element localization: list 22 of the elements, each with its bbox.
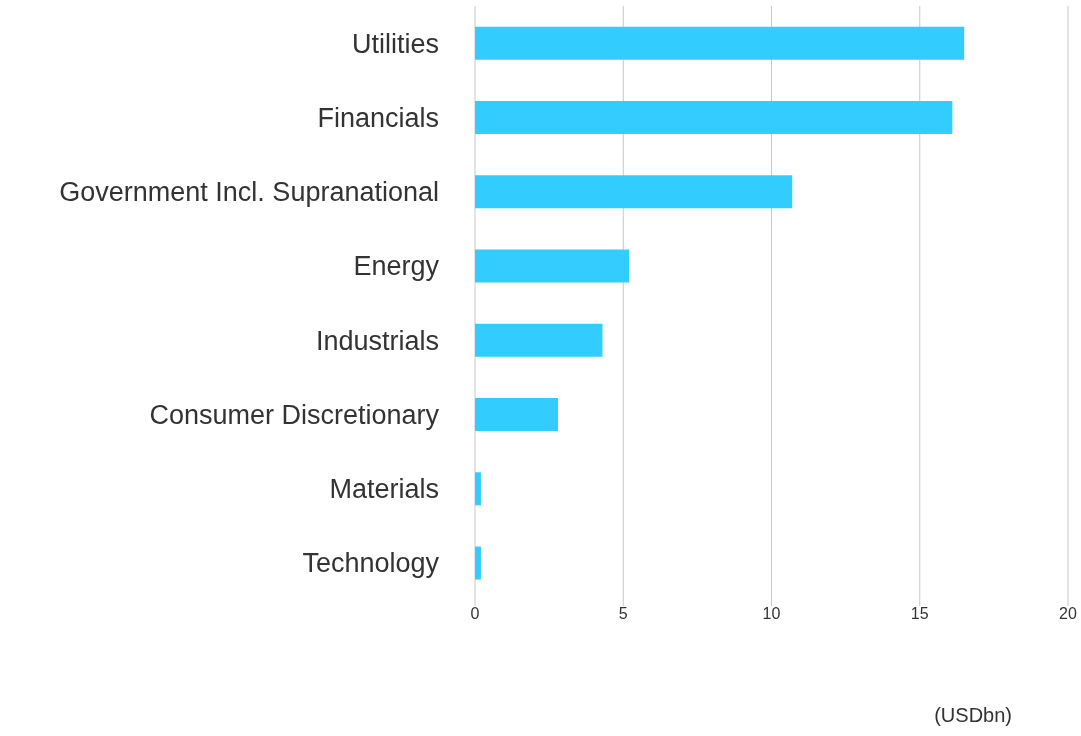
y-tick-label: Energy [353,251,440,282]
y-tick-label: Materials [329,474,439,505]
bar [475,249,630,283]
bar [475,26,965,60]
y-tick-label: Consumer Discretionary [149,399,440,430]
x-tick-label: 0 [470,605,480,623]
bar [475,175,793,209]
y-tick-label: Technology [302,548,440,579]
x-tick-label: 10 [762,605,781,623]
y-tick-label: Utilities [351,28,439,59]
x-tick-label: 5 [618,605,628,623]
x-tick-label: 20 [1059,605,1077,623]
bar [475,398,559,432]
y-tick-label: Financials [317,102,439,133]
bar [475,101,953,135]
x-axis-title: (USDbn) [934,704,1012,726]
y-tick-label: Industrials [315,325,439,356]
bar [475,472,481,506]
bar [475,323,603,357]
y-tick-label: Government Incl. Supranational [59,177,439,208]
x-tick-label: 15 [910,605,929,623]
bar [475,546,481,580]
